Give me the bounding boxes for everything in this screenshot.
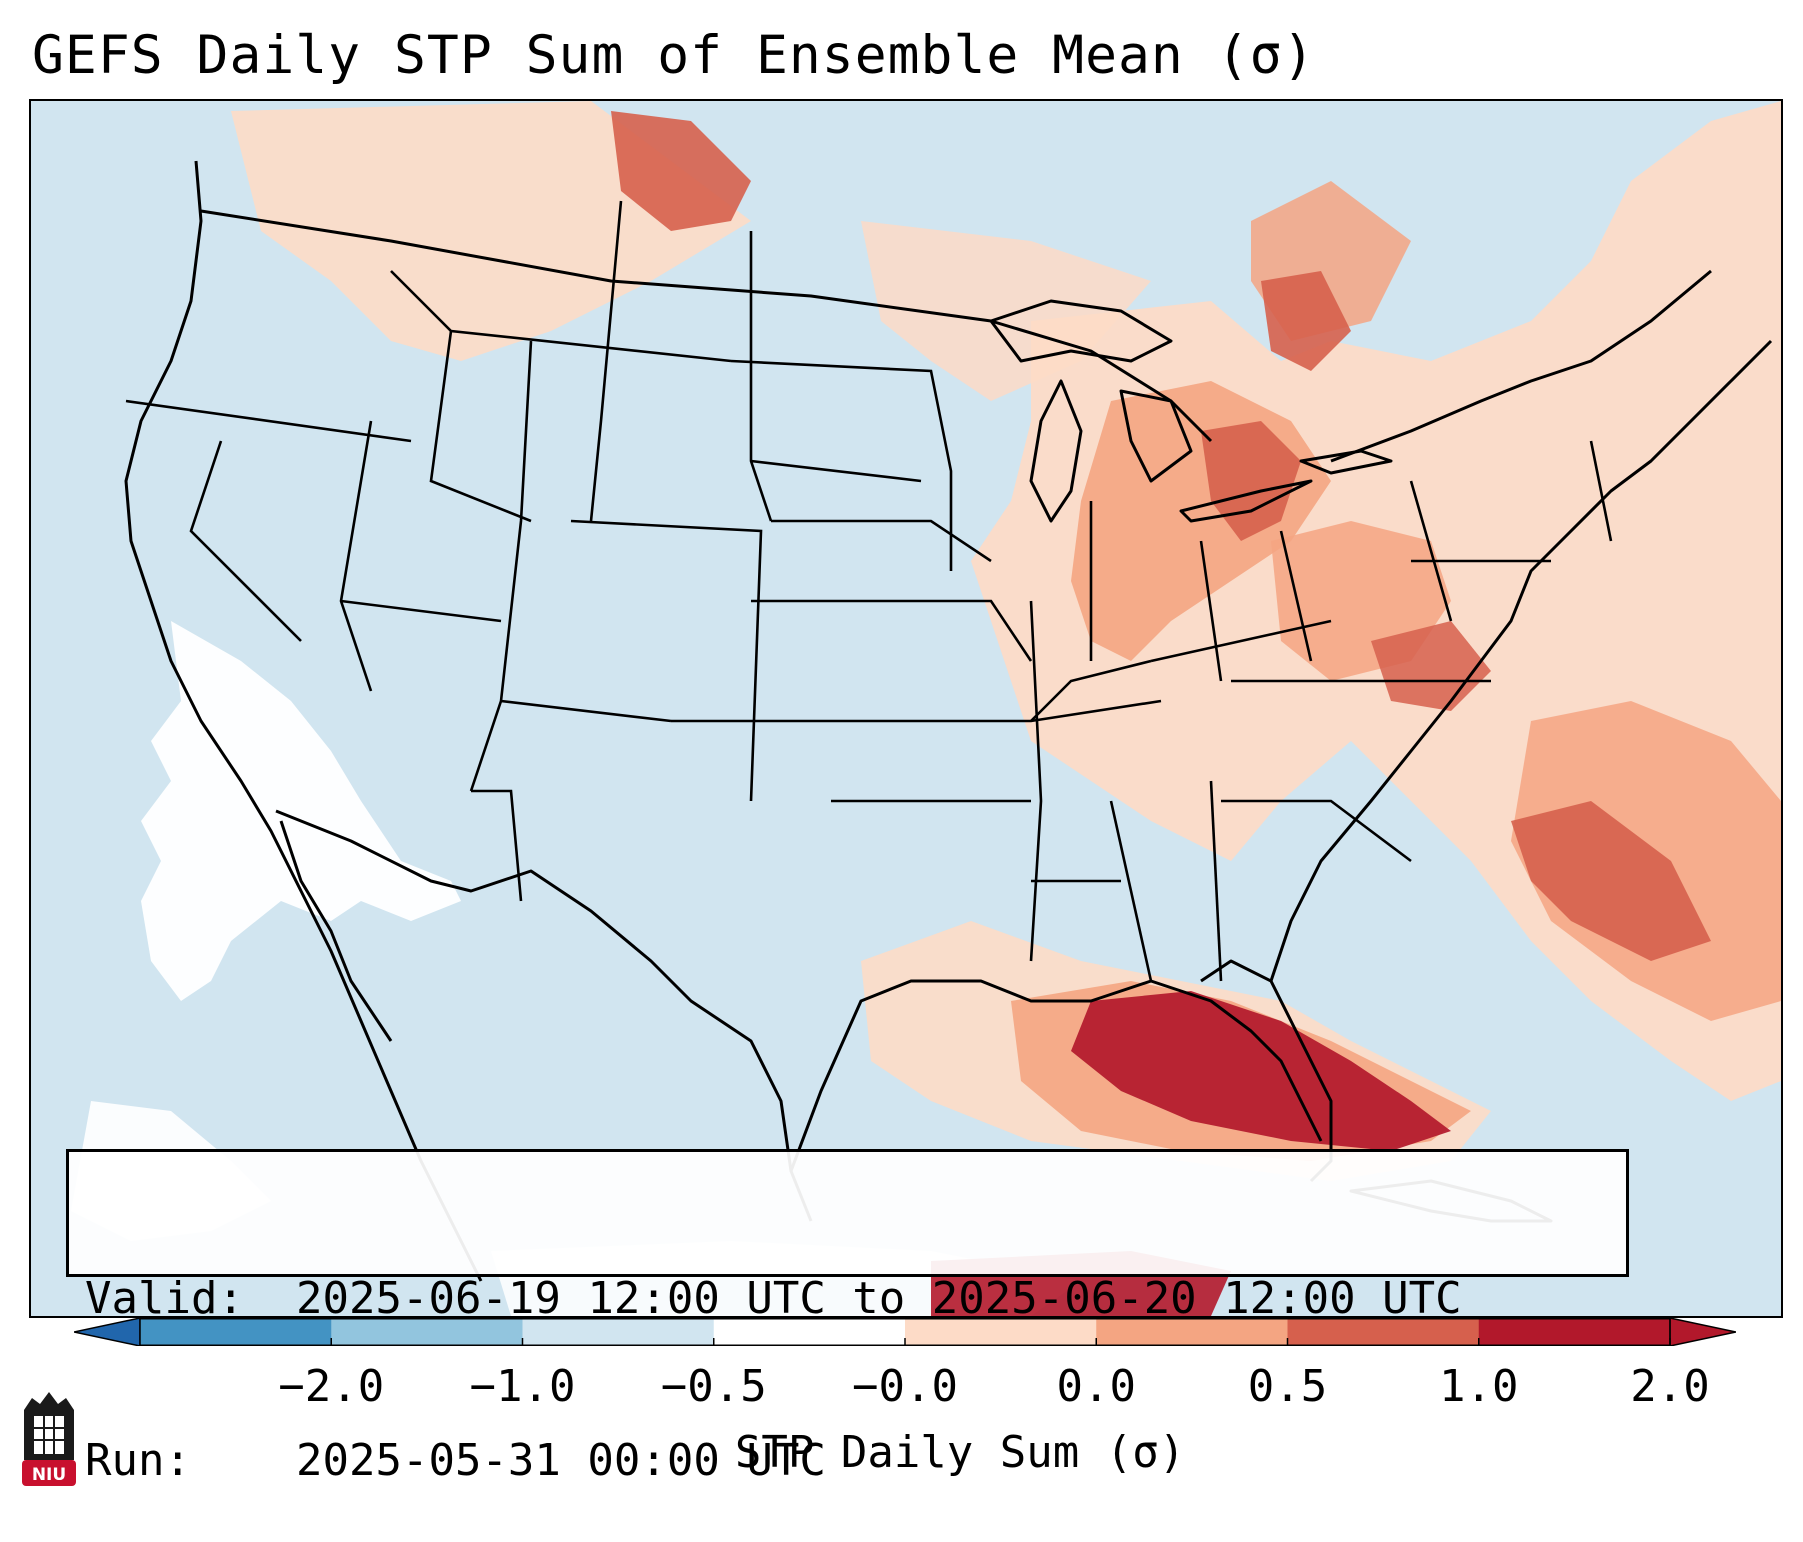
valid-value: 2025-06-19 12:00 UTC to 2025-06-20 12:00… [296, 1273, 1462, 1324]
run-value: 2025-05-31 00:00 UTC [296, 1435, 826, 1486]
colorbar-tick-label: 2.0 [1630, 1361, 1710, 1412]
colorbar-tick-label: −0.5 [660, 1361, 767, 1412]
field-white-southwest [141, 621, 461, 1001]
colorbar-tick-label: 0.0 [1056, 1361, 1136, 1412]
border-us-canada-east [1330, 269, 1712, 463]
stp-field [71, 101, 1781, 1316]
coastline-gulf [789, 979, 1323, 1172]
run-label: Run: [85, 1435, 191, 1486]
colorbar-svg [73, 1317, 1737, 1347]
colorbar-segment [1096, 1318, 1288, 1346]
lake-michigan [1029, 379, 1083, 523]
colorbar-over-arrow [1669, 1317, 1737, 1347]
border-us-mexico [275, 809, 813, 1222]
map-svg [71, 101, 1781, 1316]
colorbar-segment [522, 1318, 715, 1346]
field-dark-michigan [1201, 421, 1301, 541]
field-dark-quebec [1261, 271, 1351, 371]
colorbar-tick-label: 0.5 [1247, 1361, 1328, 1412]
chart-title: GEFS Daily STP Sum of Ensemble Mean (σ) [32, 25, 1316, 86]
lake-huron [1119, 389, 1193, 483]
map-outlines [124, 160, 1773, 1282]
colorbar-segment [1478, 1318, 1671, 1346]
lake-ontario [1299, 449, 1393, 475]
colorbar-tick-label: −2.0 [278, 1361, 385, 1412]
colorbar-under-arrow [73, 1317, 141, 1347]
run-row: Run: 2025-05-31 00:00 UTC [85, 1434, 1610, 1488]
colorbar-tick-label: −1.0 [469, 1361, 576, 1412]
lake-superior [989, 299, 1173, 363]
coastline-baja [279, 820, 393, 1042]
niu-logo-icon: NIU [22, 1392, 76, 1486]
colorbar-label: STP Daily Sum (σ) [734, 1427, 1186, 1478]
lake-erie [1179, 479, 1313, 523]
logo-text: NIU [32, 1465, 66, 1485]
colorbar-tick-label: 1.0 [1439, 1361, 1519, 1412]
coastline-west [124, 160, 483, 1282]
colorbar-segment [140, 1318, 332, 1346]
colorbar-segment [1287, 1318, 1480, 1346]
colorbar-segment [713, 1318, 906, 1346]
colorbar-tick-label: −0.0 [852, 1361, 958, 1412]
valid-row: Valid: 2025-06-19 12:00 UTC to 2025-06-2… [85, 1272, 1610, 1326]
field-dark-atlantic [1511, 801, 1711, 961]
validity-info-box: Valid: 2025-06-19 12:00 UTC to 2025-06-2… [66, 1149, 1629, 1486]
field-dark-gulf [1071, 991, 1451, 1151]
colorbar-segment [905, 1318, 1097, 1346]
coastline-east [1269, 339, 1773, 982]
colorbar [73, 1317, 1737, 1347]
colorbar-segment [331, 1318, 523, 1346]
map-panel [29, 99, 1783, 1318]
border-us-canada [200, 209, 1213, 443]
valid-label: Valid: [85, 1273, 244, 1324]
field-dark-canada [611, 111, 751, 231]
state-boundaries [125, 200, 1613, 982]
